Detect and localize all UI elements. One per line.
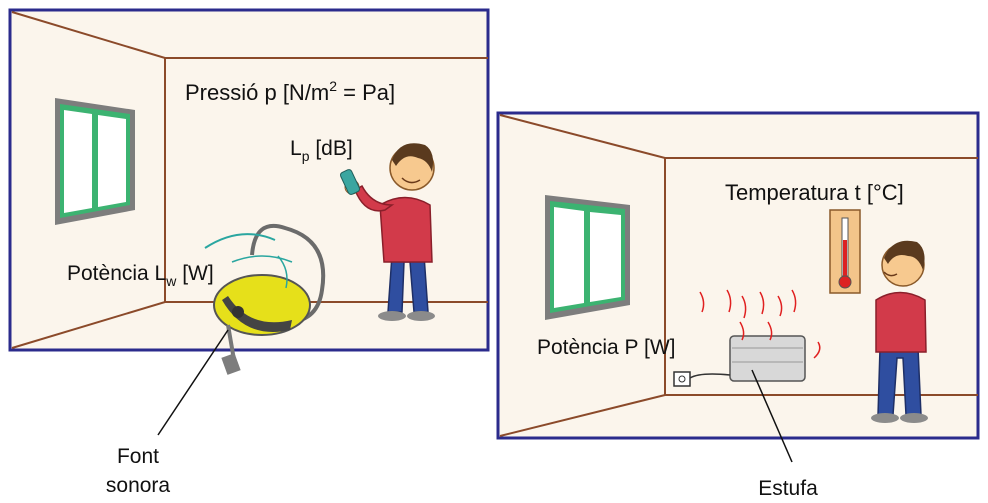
left-man-with-meter [339,143,435,321]
sound-source-label-line1: Font [117,445,159,468]
left-room-floor-edge [11,301,488,349]
power-socket [673,371,691,387]
sound-wave [277,255,288,289]
pressure-label: Pressió p [N/m2 = Pa] [185,78,395,105]
heater [673,289,821,387]
sound-power-label: Potència Lw [W] [67,262,214,289]
heater-label: Estufa [758,477,818,500]
heat-lines [699,289,821,359]
heater-pointer-line [751,369,793,463]
temperature-label: Temperatura t [°C] [725,180,904,205]
sound-source-label-line2: sonora [106,474,171,497]
sound-wave [204,233,276,249]
right-room: Temperatura t [°C] Potència P [W] Estufa [496,111,980,500]
right-man [871,240,928,423]
heater-power-label: Potència P [W] [537,336,676,359]
right-room-floor-edge [499,394,978,437]
left-window [55,98,135,225]
left-room: Pressió p [N/m2 = Pa] Lp [dB] Potència L… [8,8,490,497]
vacuum-cleaner [204,223,326,375]
source-pointer-line [157,329,229,436]
vacuum-hose [250,223,326,324]
sound-level-label: Lp [dB] [290,137,353,164]
thermometer [829,209,861,294]
sound-wave [231,255,293,263]
right-window [545,195,630,320]
